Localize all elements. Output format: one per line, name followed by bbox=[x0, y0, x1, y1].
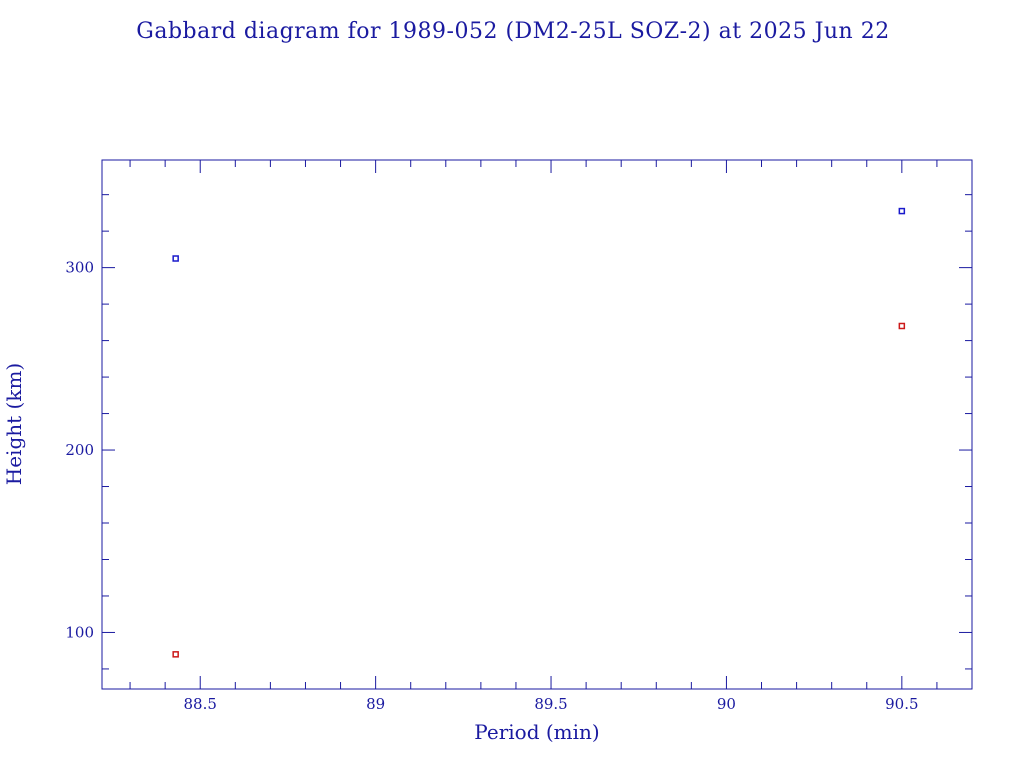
x-tick-label: 89 bbox=[366, 695, 385, 713]
plot-frame bbox=[101, 159, 973, 690]
x-tick-label: 88.5 bbox=[184, 695, 217, 713]
y-axis-label: Height (km) bbox=[2, 363, 26, 485]
data-point bbox=[898, 207, 906, 215]
data-point bbox=[172, 255, 179, 262]
chart-title: Gabbard diagram for 1989-052 (DM2-25L SO… bbox=[136, 19, 889, 44]
x-tick-label: 90 bbox=[717, 695, 736, 713]
data-point bbox=[898, 322, 906, 330]
axis-tick-labels: 88.5 89 89.5 90 90.5 100 200 300 bbox=[65, 259, 918, 713]
x-tick-label: 89.5 bbox=[534, 695, 567, 713]
y-tick-label: 300 bbox=[65, 259, 94, 277]
axis-ticks bbox=[102, 160, 973, 689]
x-axis-label: Period (min) bbox=[474, 720, 599, 744]
x-tick-label: 90.5 bbox=[885, 695, 918, 713]
data-points bbox=[172, 207, 906, 658]
y-tick-label: 200 bbox=[65, 441, 94, 459]
data-point bbox=[172, 651, 179, 658]
y-tick-label: 100 bbox=[65, 623, 94, 641]
